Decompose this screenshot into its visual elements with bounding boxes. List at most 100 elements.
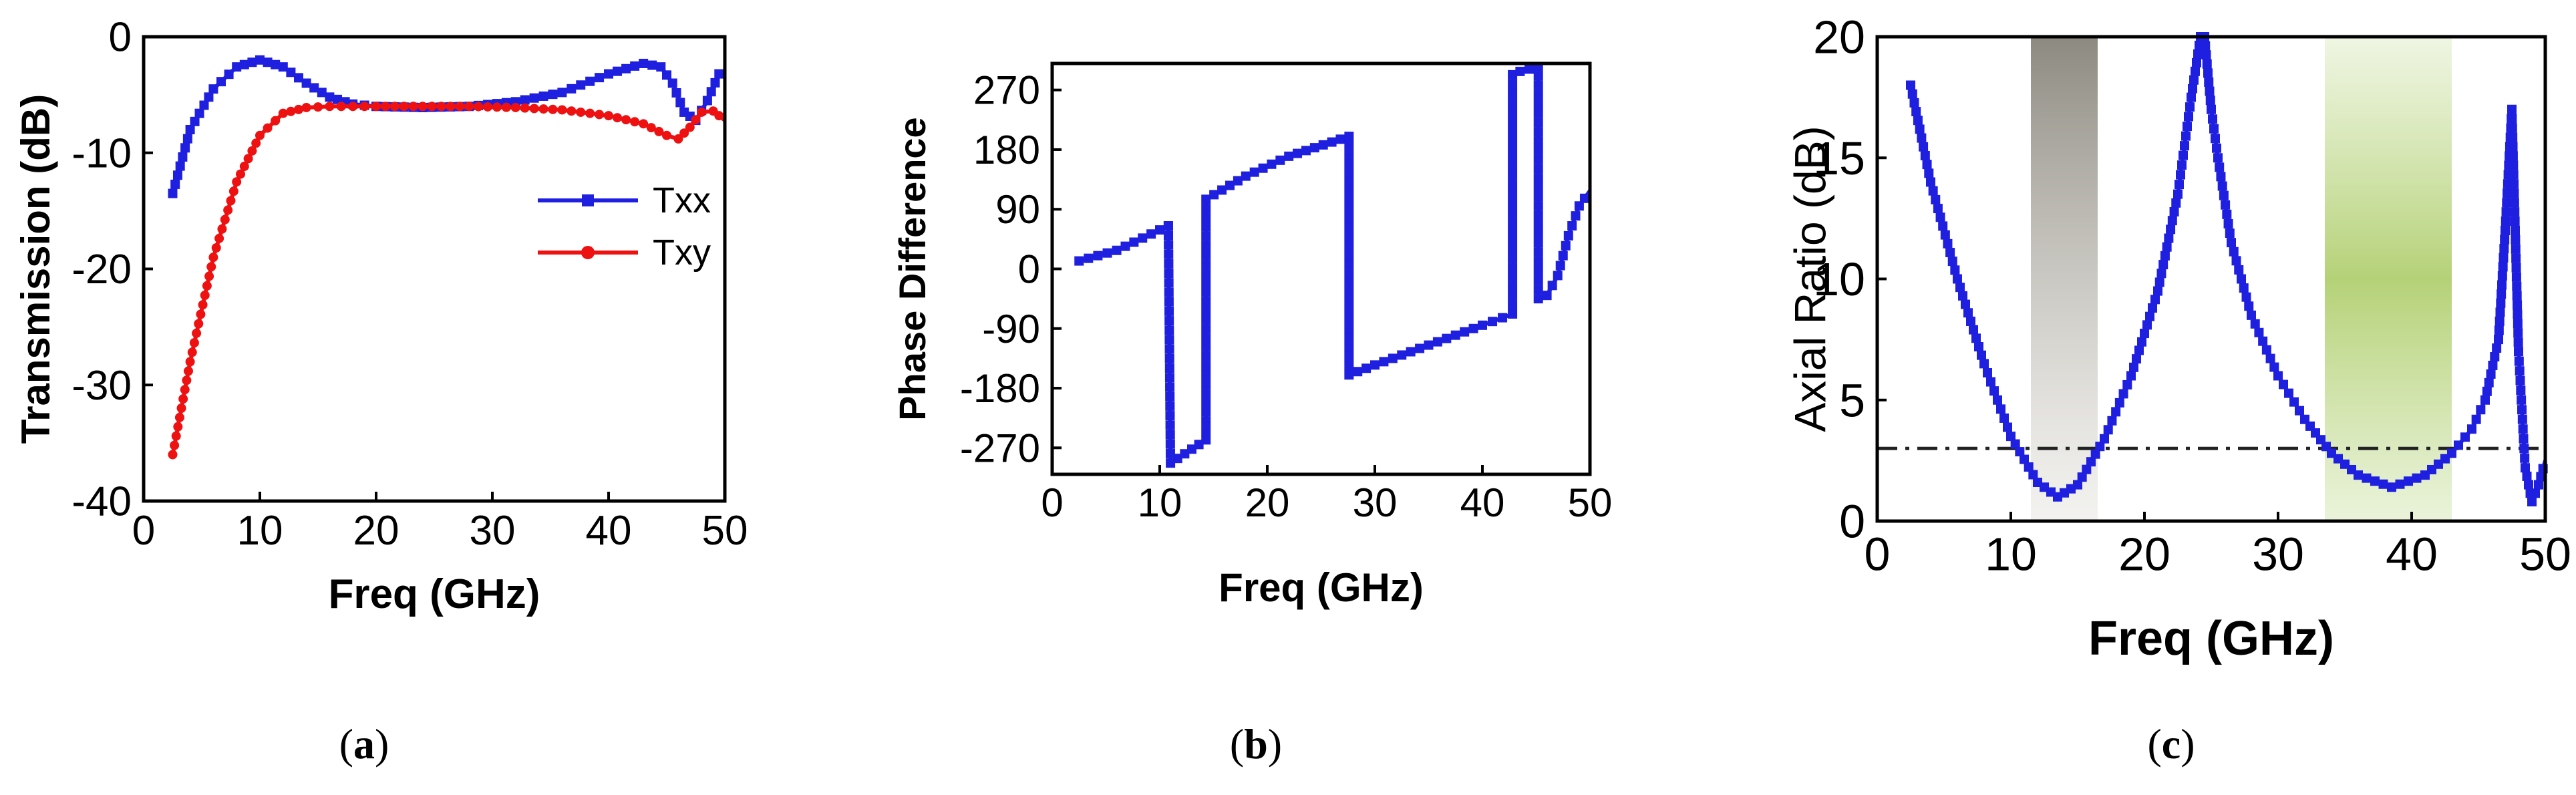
data-point — [2095, 442, 2105, 452]
data-point — [2010, 439, 2020, 449]
data-point — [1233, 176, 1243, 186]
data-point — [2536, 472, 2546, 482]
data-point — [2492, 343, 2502, 353]
panel-b-series-layer — [1074, 61, 1592, 468]
data-point — [585, 108, 595, 118]
data-point — [639, 58, 649, 68]
data-point — [278, 62, 288, 72]
data-point — [1164, 373, 1174, 383]
data-point — [2509, 179, 2519, 189]
data-point — [2185, 102, 2195, 112]
data-point — [1093, 251, 1103, 261]
data-point — [1943, 238, 1953, 249]
data-point — [2118, 389, 2128, 399]
data-point — [2212, 143, 2221, 153]
data-point — [1938, 221, 1948, 231]
data-point — [399, 102, 409, 112]
data-point — [1533, 266, 1543, 276]
data-point — [2447, 448, 2456, 458]
data-point — [1508, 254, 1518, 264]
data-point — [2258, 336, 2268, 346]
data-point — [710, 77, 720, 88]
x-tick-label: 0 — [132, 508, 155, 554]
data-point — [1344, 370, 1354, 380]
data-point — [301, 102, 311, 112]
x-tick-label: 40 — [586, 508, 632, 554]
data-point — [1533, 201, 1543, 211]
data-point — [1533, 220, 1543, 230]
panel-c-y-axis-label: Axial Ratio (dB) — [1785, 126, 1834, 432]
data-point — [2354, 470, 2363, 480]
data-point — [1986, 377, 1995, 387]
data-point — [2184, 112, 2193, 122]
data-point — [671, 88, 681, 98]
data-point — [1201, 426, 1211, 436]
data-point — [1533, 136, 1543, 146]
data-point — [1164, 335, 1174, 345]
data-point — [630, 61, 640, 71]
data-point — [662, 130, 671, 140]
data-point — [662, 70, 671, 80]
data-point — [2217, 181, 2227, 191]
data-point — [2495, 307, 2505, 317]
data-point — [1971, 333, 1981, 343]
data-point — [2502, 198, 2512, 208]
data-point — [1508, 79, 1518, 89]
data-point — [2261, 345, 2271, 355]
data-point — [1074, 256, 1084, 266]
data-point — [576, 107, 586, 117]
data-point — [223, 205, 233, 215]
data-point — [2517, 405, 2527, 415]
data-point — [2244, 301, 2254, 311]
panel-a-legend: Txx Txy — [538, 180, 711, 273]
data-point — [2205, 86, 2215, 96]
data-point — [2107, 416, 2117, 426]
y-tick-label: 0 — [109, 15, 132, 61]
data-point — [178, 394, 188, 404]
data-point — [1344, 223, 1354, 233]
data-point — [2480, 395, 2490, 405]
data-point — [654, 126, 664, 136]
data-point — [1508, 272, 1518, 282]
data-point — [1935, 212, 1945, 222]
data-point — [1201, 259, 1211, 269]
data-point — [1379, 357, 1389, 367]
x-tick-label: 30 — [470, 508, 516, 554]
data-point — [2241, 292, 2251, 302]
data-point — [2527, 497, 2537, 506]
data-point — [557, 88, 567, 98]
data-point — [1165, 411, 1175, 421]
data-point — [194, 108, 204, 118]
data-point — [2460, 432, 2470, 442]
data-point — [1999, 413, 2009, 423]
data-point — [178, 152, 188, 162]
data-point — [2476, 405, 2486, 415]
data-point — [647, 60, 657, 70]
data-point — [2516, 385, 2526, 395]
data-point — [325, 92, 335, 102]
data-point — [2509, 188, 2519, 198]
data-point — [446, 102, 456, 112]
data-point — [492, 102, 502, 112]
data-point — [180, 143, 190, 153]
data-point — [2222, 209, 2232, 219]
data-point — [1533, 182, 1543, 192]
data-point — [2247, 310, 2256, 320]
data-point — [2395, 479, 2405, 489]
data-point — [1327, 137, 1337, 147]
data-point — [2183, 122, 2192, 132]
data-point — [2209, 124, 2219, 134]
panel-a-x-axis-label: Freq (GHz) — [329, 571, 540, 617]
data-point — [2518, 424, 2528, 434]
data-point — [646, 123, 656, 133]
data-point — [1415, 343, 1425, 353]
data-point — [1498, 313, 1508, 323]
data-point — [2028, 470, 2038, 480]
data-point — [702, 96, 712, 106]
data-point — [1146, 229, 1156, 239]
data-point — [2515, 375, 2525, 385]
y-tick-label: 0 — [1839, 496, 1865, 548]
data-point — [667, 78, 677, 88]
data-point — [2250, 319, 2260, 329]
data-point — [1217, 185, 1227, 195]
